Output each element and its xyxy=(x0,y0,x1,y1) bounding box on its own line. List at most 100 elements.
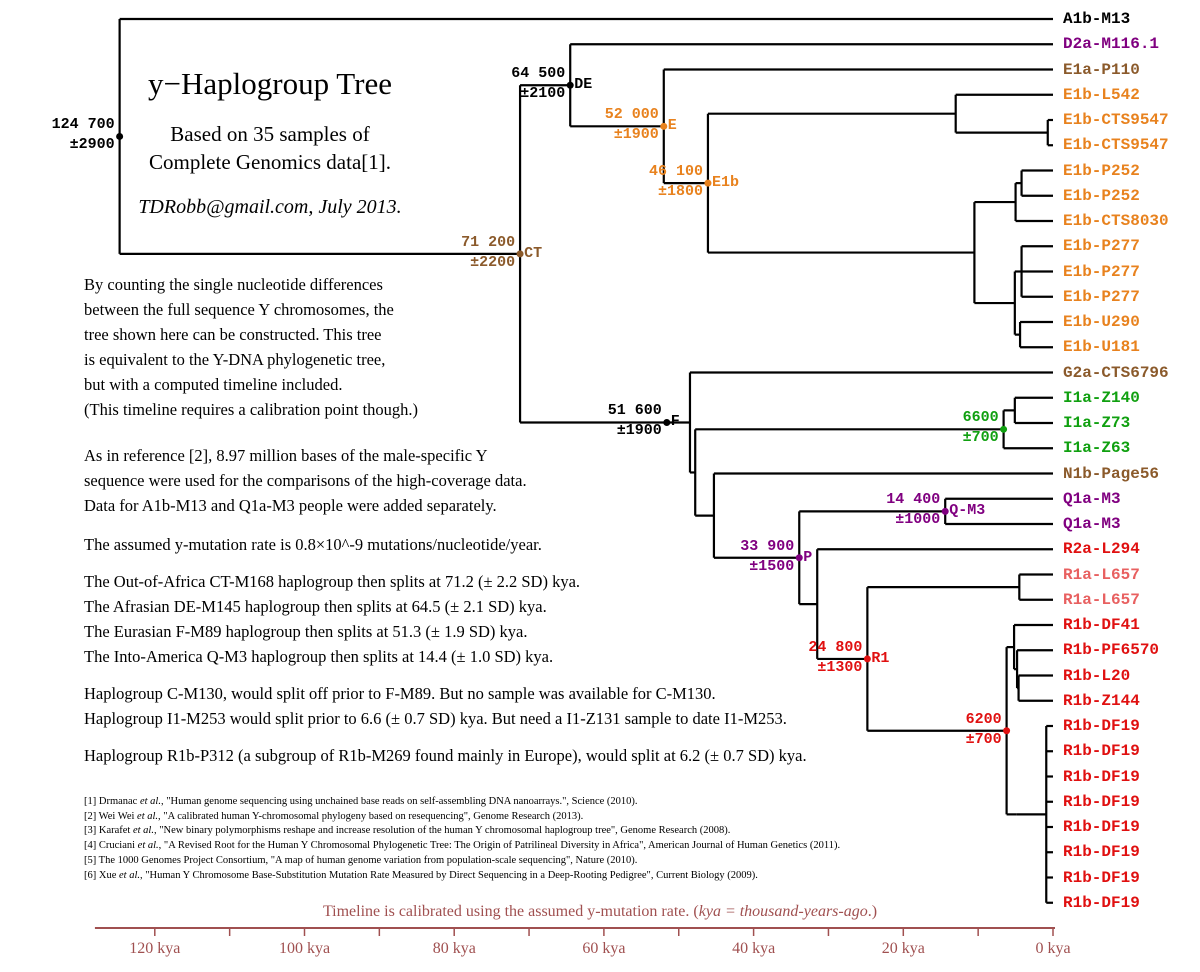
paragraph-line: The assumed y-mutation rate is 0.8×10^-9… xyxy=(84,535,542,554)
timeline-tick-label: 80 kya xyxy=(432,940,476,957)
paragraph-line: sequence were used for the comparisons o… xyxy=(84,471,527,490)
node-date: 64 500 ±2100 xyxy=(511,64,565,104)
node-date-value: 14 400 xyxy=(886,491,941,509)
node-label: R1 xyxy=(871,649,890,667)
node-date: 33 900 ±1500 xyxy=(740,537,794,577)
node-date: 46 100 ±1800 xyxy=(649,162,703,202)
paragraph-line: is equivalent to the Y-DNA phylogenetic … xyxy=(84,350,386,369)
reference-item: [3] Karafet et al., "New binary polymorp… xyxy=(84,825,731,837)
node-point xyxy=(516,250,524,258)
leaf-label: R1b-DF19 xyxy=(1063,767,1140,786)
timeline-tick-label: 40 kya xyxy=(732,940,776,957)
leaf-label: E1b-U290 xyxy=(1063,313,1140,331)
node-date-sd: ±1000 xyxy=(895,511,941,529)
leaf-label: R1a-L657 xyxy=(1063,590,1140,609)
reference-item: [5] The 1000 Genomes Project Consortium,… xyxy=(84,854,638,866)
node-date-value: 124 700 xyxy=(51,116,115,134)
leaf-label: R1b-L20 xyxy=(1063,666,1131,685)
leaf-label: E1b-P277 xyxy=(1063,287,1140,306)
paragraph-line: (This timeline requires a calibration po… xyxy=(84,400,419,419)
leaf-label: E1b-L542 xyxy=(1063,85,1140,104)
reference-item: [2] Wei Wei et al., "A calibrated human … xyxy=(84,810,584,822)
leaf-label: Q1a-M3 xyxy=(1063,515,1121,533)
node-point xyxy=(116,132,124,140)
node-label: CT xyxy=(524,244,543,262)
leaf-label: E1b-CTS8030 xyxy=(1063,212,1169,230)
paragraph-line: The Eurasian F-M89 haplogroup then split… xyxy=(84,622,528,641)
leaf-label: R1b-Z144 xyxy=(1063,691,1140,710)
paragraph-line: The Into-America Q-M3 haplogroup then sp… xyxy=(84,647,554,666)
node-date-sd: ±700 xyxy=(962,429,999,447)
timeline-tick-label: 60 kya xyxy=(582,940,626,957)
node-date: 6200 ±700 xyxy=(966,710,1002,750)
leaf-label: R1a-L657 xyxy=(1063,565,1140,584)
leaf-label: E1b-P252 xyxy=(1063,161,1140,180)
reference-item: [4] Cruciani et al., "A Revised Root for… xyxy=(84,840,841,852)
leaf-label: I1a-Z73 xyxy=(1063,414,1131,432)
leaf-label: E1b-CTS9547 xyxy=(1063,111,1169,129)
paragraph-line: Data for A1b-M13 and Q1a-M3 people were … xyxy=(84,496,497,515)
node-date-value: 6600 xyxy=(962,409,999,427)
paragraph-line: By counting the single nucleotide differ… xyxy=(84,275,383,294)
reference-item: [6] Xue et al., "Human Y Chromosome Base… xyxy=(84,869,758,881)
paragraph-line: between the full sequence Y chromosomes,… xyxy=(84,300,394,319)
leaf-label: E1a-P110 xyxy=(1063,60,1140,79)
node-label: Q-M3 xyxy=(949,502,986,520)
leaf-label: R2a-L294 xyxy=(1063,540,1140,559)
paragraph-line: Haplogroup R1b-P312 (a subgroup of R1b-M… xyxy=(84,746,807,765)
node-point xyxy=(1003,727,1011,735)
node-date-sd: ±1900 xyxy=(616,422,662,440)
leaf-label: E1b-P252 xyxy=(1063,186,1140,205)
node-label: DE xyxy=(574,76,593,94)
paragraph-method: By counting the single nucleotide differ… xyxy=(84,272,418,422)
node-point xyxy=(941,507,949,515)
leaf-label: R1b-DF19 xyxy=(1063,893,1140,912)
paragraph-line: Haplogroup C-M130, would split off prior… xyxy=(84,684,716,703)
leaf-label: R1b-DF19 xyxy=(1063,717,1140,735)
node-date: 6600 ±700 xyxy=(963,408,999,448)
paragraph-line: The Out-of-Africa CT-M168 haplogroup the… xyxy=(84,572,581,591)
leaf-label: I1a-Z140 xyxy=(1063,388,1140,407)
node-date-value: 46 100 xyxy=(648,163,703,181)
leaf-label: A1b-M13 xyxy=(1063,10,1131,28)
paragraph-r1b: Haplogroup R1b-P312 (a subgroup of R1b-M… xyxy=(84,743,807,768)
leaf-label: G2a-CTS6796 xyxy=(1063,363,1169,382)
node-date: 71 200 ±2200 xyxy=(461,233,515,273)
node-date-sd: ±1500 xyxy=(749,557,795,575)
timeline-tick-label: 0 kya xyxy=(1035,940,1071,957)
node-date-sd: ±2200 xyxy=(470,253,516,271)
subtitle-line: Complete Genomics data[1]. xyxy=(148,150,391,174)
leaf-label: E1b-P277 xyxy=(1063,262,1140,281)
node-date-sd: ±1800 xyxy=(657,183,703,201)
leaf-label: R1b-DF19 xyxy=(1063,843,1140,862)
node-date: 52 000 ±1900 xyxy=(605,105,659,145)
paragraph-mutation-rate: The assumed y-mutation rate is 0.8×10^-9… xyxy=(84,532,542,557)
node-point xyxy=(660,122,668,130)
node-date-sd: ±2100 xyxy=(520,85,566,103)
leaf-label: I1a-Z63 xyxy=(1063,439,1131,458)
node-label: E1b xyxy=(711,174,739,192)
node-date-value: 71 200 xyxy=(461,233,516,251)
node-label: P xyxy=(803,548,813,566)
paragraph-line: tree shown here can be constructed. This… xyxy=(84,325,382,344)
paragraph-line: The Afrasian DE-M145 haplogroup then spl… xyxy=(84,597,547,616)
paragraph-splits: The Out-of-Africa CT-M168 haplogroup the… xyxy=(84,569,580,669)
node-date-value: 52 000 xyxy=(604,106,659,124)
figure-subtitle: Based on 35 samples of Complete Genomics… xyxy=(90,120,450,176)
node-point xyxy=(663,418,671,426)
leaf-label: E1b-U181 xyxy=(1063,338,1140,357)
leaf-label: D2a-M116.1 xyxy=(1063,35,1160,54)
timeline-caption: Timeline is calibrated using the assumed… xyxy=(322,903,878,920)
node-date-sd: ±700 xyxy=(965,730,1002,748)
node-point xyxy=(704,179,712,187)
paragraph-notes: Haplogroup C-M130, would split off prior… xyxy=(84,681,787,731)
node-date-sd: ±1900 xyxy=(613,126,659,144)
leaf-label: R1b-DF19 xyxy=(1063,742,1140,761)
leaf-label: R1b-DF19 xyxy=(1063,792,1140,811)
leaf-label: N1b-Page56 xyxy=(1063,464,1160,483)
timeline-tick-label: 120 kya xyxy=(129,940,181,957)
node-label: E xyxy=(667,117,677,135)
node-date: 24 800 ±1300 xyxy=(808,638,862,678)
timeline-tick-label: 100 kya xyxy=(279,940,331,957)
